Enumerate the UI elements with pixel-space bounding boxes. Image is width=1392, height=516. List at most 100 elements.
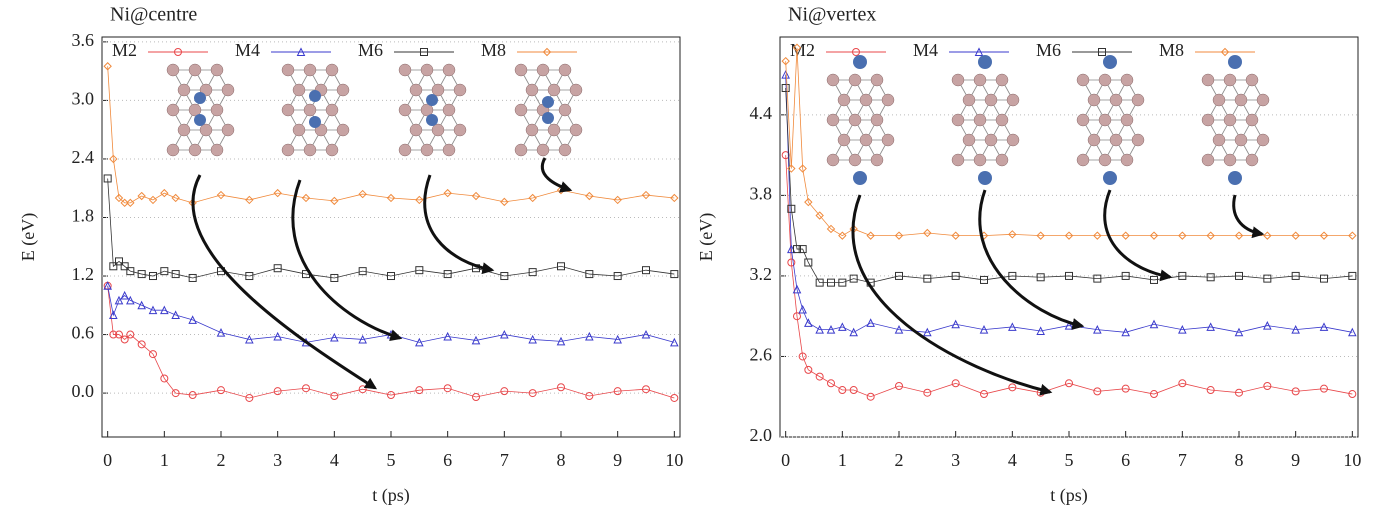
atom	[860, 94, 872, 106]
atom	[952, 114, 964, 126]
atom	[974, 154, 986, 166]
atom	[838, 134, 850, 146]
x-axis-label: t (ps)	[1050, 485, 1088, 506]
arrow	[1105, 190, 1170, 277]
arrow	[853, 195, 1050, 392]
chart-title: Ni@centre	[110, 4, 197, 26]
atom	[410, 84, 422, 96]
atom	[222, 124, 234, 136]
series-line	[108, 66, 675, 203]
atom	[443, 64, 455, 76]
x-tick-label: 7	[500, 450, 509, 470]
atom	[996, 154, 1008, 166]
atom	[211, 104, 223, 116]
cluster-illustration	[827, 55, 894, 185]
atom	[871, 114, 883, 126]
atom	[827, 154, 839, 166]
x-axis-label: t (ps)	[372, 485, 410, 506]
atom	[1132, 134, 1144, 146]
cluster-illustration	[1202, 55, 1269, 185]
atom	[454, 124, 466, 136]
atom	[559, 64, 571, 76]
atom	[293, 84, 305, 96]
atom	[1246, 154, 1258, 166]
atom	[985, 94, 997, 106]
x-tick-label: 6	[443, 450, 452, 470]
x-tick-label: 10	[1343, 450, 1361, 470]
x-tick-label: 8	[557, 450, 566, 470]
atom	[222, 84, 234, 96]
atom	[1110, 94, 1122, 106]
atom	[1121, 74, 1133, 86]
chart-title: Ni@vertex	[788, 4, 876, 26]
atom	[542, 96, 554, 108]
atom	[548, 84, 560, 96]
atom	[337, 84, 349, 96]
atom	[537, 64, 549, 76]
atom	[304, 104, 316, 116]
x-tick-label: 1	[838, 450, 847, 470]
y-axis-label: E (eV)	[18, 213, 39, 261]
atom	[985, 134, 997, 146]
atom	[1228, 171, 1242, 185]
atom	[537, 144, 549, 156]
atom	[849, 74, 861, 86]
atom	[443, 104, 455, 116]
x-tick-label: 5	[1065, 450, 1074, 470]
atom	[1007, 94, 1019, 106]
atom	[326, 64, 338, 76]
cluster-illustration	[167, 64, 234, 156]
y-axis-label: E (eV)	[696, 213, 717, 261]
x-tick-label: 0	[781, 450, 790, 470]
atom	[882, 94, 894, 106]
atom	[1077, 74, 1089, 86]
atom	[167, 104, 179, 116]
atom	[1103, 171, 1117, 185]
legend-label: M8	[481, 40, 506, 60]
arrow	[425, 175, 492, 270]
atom	[570, 84, 582, 96]
x-tick-label: 9	[613, 450, 622, 470]
legend-label: M4	[235, 40, 260, 60]
atom	[1202, 114, 1214, 126]
atom	[996, 114, 1008, 126]
atom	[542, 112, 554, 124]
atom	[167, 144, 179, 156]
atom	[304, 144, 316, 156]
atom	[1228, 55, 1242, 69]
atom	[849, 114, 861, 126]
atom	[1132, 94, 1144, 106]
atom	[1224, 114, 1236, 126]
atom	[1202, 154, 1214, 166]
atom	[1110, 134, 1122, 146]
legend-label: M2	[112, 40, 137, 60]
atom	[996, 74, 1008, 86]
atom	[515, 104, 527, 116]
atom	[178, 84, 190, 96]
atom	[1077, 154, 1089, 166]
atom	[860, 134, 872, 146]
series-line	[786, 88, 1353, 283]
atom	[871, 74, 883, 86]
atom	[1257, 134, 1269, 146]
atom	[526, 124, 538, 136]
atom	[515, 64, 527, 76]
arrow	[542, 158, 570, 190]
atom	[849, 154, 861, 166]
figure: Ni@centret (ps)E (eV)0.00.61.21.82.43.03…	[0, 0, 1392, 516]
atom	[421, 64, 433, 76]
atom	[399, 104, 411, 116]
atom	[570, 124, 582, 136]
y-tick-label: 2.6	[750, 345, 773, 365]
x-tick-label: 5	[387, 450, 396, 470]
x-tick-label: 10	[665, 450, 683, 470]
y-tick-label: 1.8	[72, 206, 95, 226]
atom	[1121, 114, 1133, 126]
atom	[399, 144, 411, 156]
x-tick-label: 7	[1178, 450, 1187, 470]
atom	[1246, 114, 1258, 126]
atom	[1099, 154, 1111, 166]
atom	[1213, 94, 1225, 106]
atom	[974, 114, 986, 126]
atom	[326, 104, 338, 116]
